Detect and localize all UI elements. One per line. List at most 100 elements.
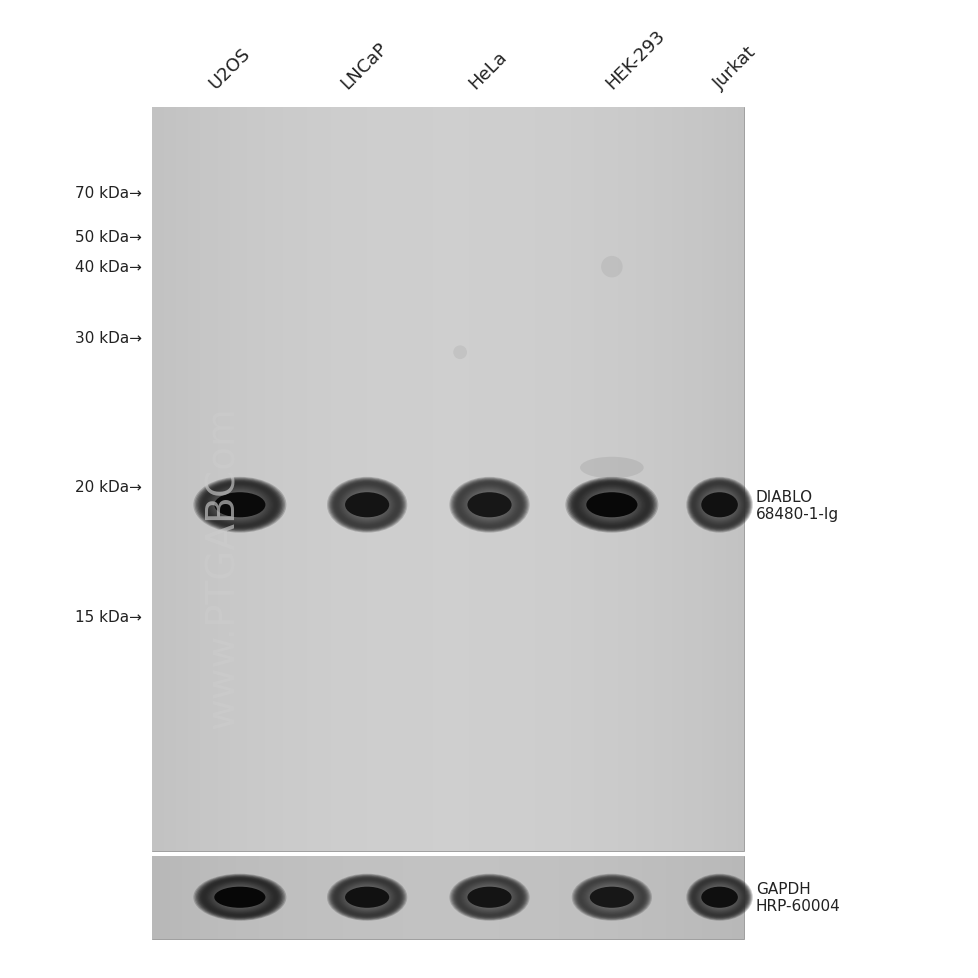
Bar [378,108,384,851]
Ellipse shape [333,481,401,529]
Bar [397,108,403,851]
Bar [605,108,612,851]
Bar [253,856,259,939]
Ellipse shape [706,495,732,515]
Ellipse shape [467,489,511,521]
Ellipse shape [482,893,496,902]
Ellipse shape [217,886,262,909]
Bar [331,856,336,939]
Ellipse shape [464,488,514,523]
Ellipse shape [715,895,723,900]
Ellipse shape [696,881,741,913]
Ellipse shape [199,876,281,918]
Bar [205,108,211,851]
Bar [415,108,421,851]
Bar [367,108,373,851]
Ellipse shape [218,887,261,908]
Bar [265,108,271,851]
Ellipse shape [468,885,510,910]
Bar [540,108,546,851]
Bar [552,856,558,939]
Bar [678,108,684,851]
Ellipse shape [342,488,391,522]
Ellipse shape [686,874,752,921]
Bar [390,108,397,851]
Ellipse shape [700,489,737,521]
Ellipse shape [341,882,392,912]
Ellipse shape [487,896,491,899]
Bar [211,108,217,851]
Ellipse shape [457,483,521,527]
Ellipse shape [582,488,641,523]
Ellipse shape [211,883,267,911]
Bar [707,856,713,939]
Ellipse shape [713,501,725,510]
Ellipse shape [329,479,405,531]
Ellipse shape [470,887,508,908]
Ellipse shape [344,887,389,908]
Ellipse shape [232,893,247,902]
Ellipse shape [600,891,623,904]
Bar [618,108,624,851]
Ellipse shape [352,889,381,906]
Ellipse shape [585,489,638,521]
Text: Jurkat: Jurkat [709,43,759,93]
Ellipse shape [451,875,527,919]
Ellipse shape [206,485,273,525]
Ellipse shape [454,480,524,530]
Bar [444,108,451,851]
Ellipse shape [686,477,752,533]
Ellipse shape [358,499,376,511]
Ellipse shape [586,493,637,517]
Ellipse shape [339,881,394,913]
Bar [540,856,546,939]
Bar [403,856,409,939]
Ellipse shape [690,481,747,529]
Bar [600,856,605,939]
Ellipse shape [593,494,630,516]
Ellipse shape [338,880,395,914]
Bar [325,108,331,851]
Bar [355,108,361,851]
Bar [737,856,743,939]
Ellipse shape [475,496,503,514]
Ellipse shape [233,502,246,510]
Ellipse shape [328,478,406,532]
Ellipse shape [334,878,399,916]
Bar [236,108,242,851]
Ellipse shape [226,891,253,904]
Ellipse shape [711,892,727,903]
Ellipse shape [366,505,368,506]
Bar [732,856,737,939]
Ellipse shape [583,880,640,914]
Ellipse shape [471,887,507,908]
Bar [349,108,355,851]
Ellipse shape [480,499,498,511]
Bar [438,108,444,851]
Bar [444,856,451,939]
Ellipse shape [601,500,620,511]
Ellipse shape [340,487,393,523]
Ellipse shape [600,499,622,511]
Ellipse shape [341,488,392,523]
Ellipse shape [344,884,389,911]
Ellipse shape [335,484,398,527]
Ellipse shape [575,484,647,527]
Bar [331,108,336,851]
Ellipse shape [485,895,493,900]
Ellipse shape [706,889,732,906]
Ellipse shape [362,895,372,900]
Ellipse shape [210,882,269,912]
Ellipse shape [602,892,620,903]
Ellipse shape [355,891,378,904]
Ellipse shape [220,493,259,517]
Ellipse shape [571,874,651,921]
Bar [672,108,678,851]
Ellipse shape [608,504,614,507]
Ellipse shape [237,504,243,507]
Text: 20 kDa→: 20 kDa→ [75,479,142,494]
Bar [319,856,325,939]
Bar [612,856,618,939]
Bar [247,108,253,851]
Ellipse shape [329,875,405,919]
